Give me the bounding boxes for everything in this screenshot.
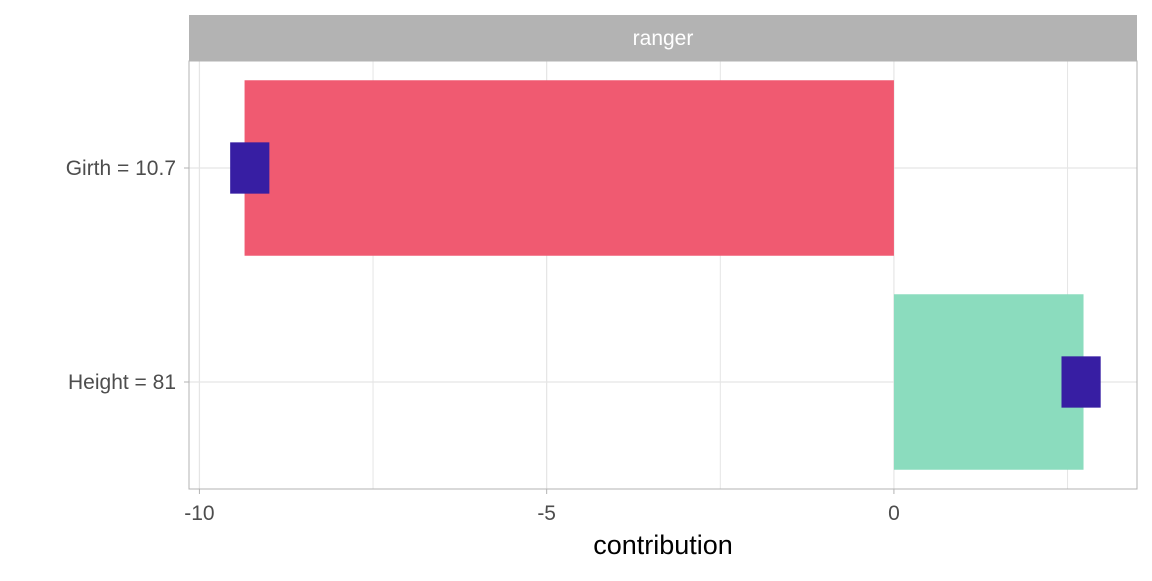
contribution-bar	[244, 80, 894, 256]
facet-strip	[189, 15, 1137, 61]
x-tick-label: -10	[184, 502, 214, 525]
x-axis-title: contribution	[593, 530, 733, 560]
y-tick-label: Girth = 10.7	[66, 157, 176, 180]
x-axis: -10 -5 0	[184, 489, 900, 525]
boxplot-box	[230, 142, 270, 194]
bars-layer	[244, 80, 1084, 470]
x-tick-label: 0	[888, 502, 900, 525]
y-tick-label: Height = 81	[68, 371, 176, 394]
y-axis: Girth = 10.7 Height = 81	[66, 157, 189, 394]
panel-border	[188, 60, 1138, 490]
boxplot-box	[1061, 356, 1101, 408]
contribution-bar	[893, 294, 1084, 470]
boxplot-layer	[230, 142, 1101, 408]
facet-strip-label: ranger	[633, 27, 694, 50]
x-tick-label: -5	[537, 502, 556, 525]
